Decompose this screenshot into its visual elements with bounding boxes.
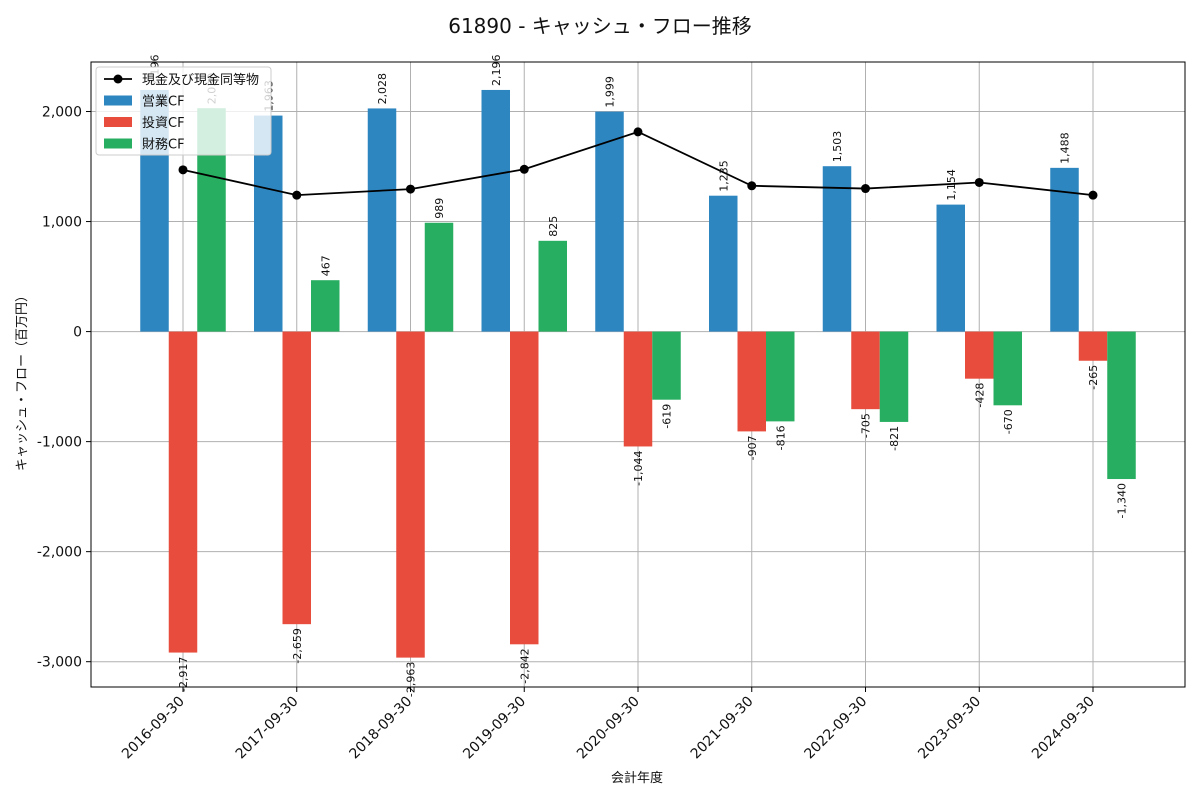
bar-0-2 [367, 108, 397, 332]
data-label: 467 [319, 255, 332, 276]
bar-1-5 [737, 331, 766, 432]
legend-bar-swatch [104, 95, 132, 106]
y-tick-label: -3,000 [37, 655, 82, 671]
data-label: 2,028 [376, 73, 389, 105]
line-layer [178, 127, 1098, 200]
x-tick-label: 2018-09-30 [346, 694, 415, 763]
y-axis-label: キャッシュ・フロー（百万円） [15, 289, 30, 471]
bars-layer [140, 89, 1136, 658]
data-label: -2,917 [177, 657, 190, 692]
legend-label: 投資CF [142, 115, 185, 131]
bar-0-3 [481, 89, 510, 332]
cash-point [178, 165, 188, 175]
bar-2-3 [538, 240, 567, 332]
y-tick-label: -1,000 [37, 435, 82, 451]
data-label: -821 [888, 426, 901, 451]
data-label: 825 [547, 216, 560, 237]
data-label: 1,154 [945, 169, 958, 201]
cash-point [633, 127, 643, 137]
data-label: -428 [973, 383, 986, 408]
data-label: -2,963 [405, 662, 418, 697]
cash-point [747, 181, 757, 191]
data-label: -2,842 [518, 648, 531, 683]
bar-1-6 [851, 331, 880, 410]
cash-point [292, 190, 302, 200]
x-tick-label: 2022-09-30 [801, 694, 870, 763]
bar-1-8 [1078, 331, 1108, 361]
data-label: 1,235 [717, 160, 730, 192]
legend-bar-swatch [104, 117, 132, 127]
x-tick-label: 2020-09-30 [574, 694, 643, 763]
data-label: 989 [433, 198, 446, 219]
data-label: -2,659 [291, 628, 304, 663]
bar-0-5 [709, 195, 738, 332]
data-label: -619 [661, 404, 674, 429]
data-label: -816 [774, 425, 787, 450]
y-tick-label: -2,000 [37, 545, 82, 561]
bar-2-8 [1107, 331, 1136, 480]
legend-label: 現金及び現金同等物 [142, 72, 259, 88]
data-label: -907 [746, 435, 759, 460]
data-label: -670 [1002, 409, 1015, 434]
cash-point [1088, 190, 1098, 200]
bar-2-2 [424, 222, 454, 332]
bar-1-4 [623, 331, 653, 447]
bar-1-3 [510, 331, 539, 645]
cash-point [519, 164, 529, 174]
x-tick-label: 2019-09-30 [460, 694, 529, 763]
bar-2-4 [652, 331, 681, 400]
bar-0-7 [936, 204, 965, 332]
data-label: -705 [860, 413, 873, 438]
y-tick-label: 0 [73, 325, 82, 341]
bar-0-6 [822, 166, 852, 332]
data-label: -265 [1087, 365, 1100, 390]
cash-point [974, 177, 984, 187]
legend-marker [113, 74, 123, 84]
data-label: -1,044 [632, 450, 645, 485]
bar-2-6 [879, 331, 909, 422]
data-label: 1,503 [831, 131, 844, 163]
data-label: -1,340 [1116, 483, 1129, 518]
bar-1-7 [965, 331, 994, 379]
legend-label: 財務CF [142, 138, 185, 153]
x-tick-label: 2016-09-30 [119, 694, 188, 763]
bar-1-2 [396, 331, 425, 658]
data-label: 1,999 [604, 76, 617, 108]
chart-title: 61890 - キャッシュ・フロー推移 [448, 14, 752, 38]
x-tick-label: 2023-09-30 [915, 694, 984, 763]
bar-2-5 [766, 331, 795, 422]
bar-2-7 [993, 331, 1022, 406]
bar-2-1 [311, 280, 340, 332]
cash-point [406, 184, 415, 194]
data-label: 1,488 [1059, 132, 1072, 164]
legend-label: 営業CF [142, 94, 185, 110]
data-label: 2,196 [490, 54, 503, 86]
legend-bar-swatch [104, 138, 132, 149]
y-tick-label: 2,000 [42, 105, 82, 121]
cash-point [861, 184, 870, 194]
x-tick-label: 2017-09-30 [233, 694, 302, 763]
x-tick-label: 2021-09-30 [688, 694, 757, 763]
y-tick-label: 1,000 [42, 215, 82, 231]
x-axis-label: 会計年度 [611, 770, 663, 786]
bar-1-0 [168, 331, 198, 653]
legend-box [95, 66, 272, 156]
bar-0-8 [1050, 167, 1079, 332]
x-tick-label: 2024-09-30 [1029, 694, 1098, 763]
bar-1-1 [282, 331, 311, 625]
bar-0-4 [595, 111, 624, 332]
